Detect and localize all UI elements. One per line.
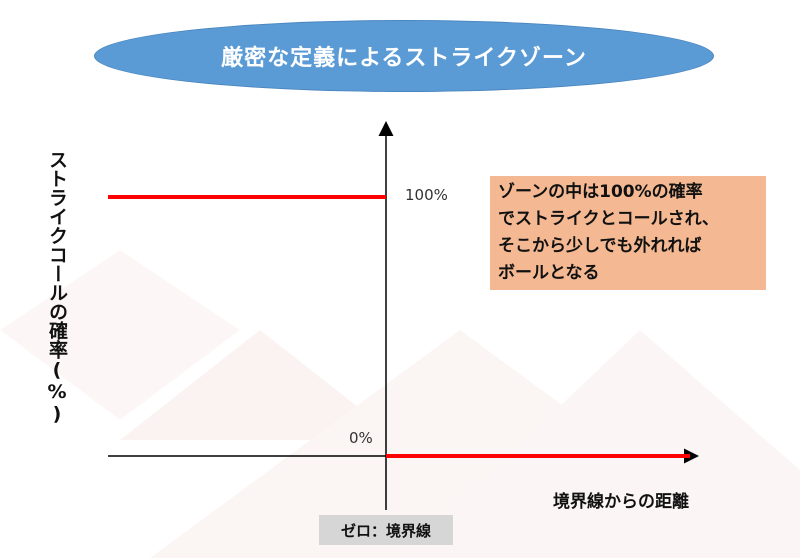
title-banner: 厳密な定義によるストライクゾーン — [94, 20, 714, 92]
title-text: 厳密な定義によるストライクゾーン — [221, 46, 587, 71]
zero-boundary-label: ゼロ：境界線 — [319, 515, 453, 545]
y-axis-label: ストライクコールの確率(%) — [46, 150, 68, 425]
tick-label-100: 100% — [405, 186, 448, 204]
explanation-note: ゾーンの中は100%の確率 でストライクとコールされ、 そこから少しでも外れれば… — [490, 176, 766, 290]
tick-label-0: 0% — [349, 429, 373, 447]
x-axis-label: 境界線からの距離 — [553, 492, 689, 512]
